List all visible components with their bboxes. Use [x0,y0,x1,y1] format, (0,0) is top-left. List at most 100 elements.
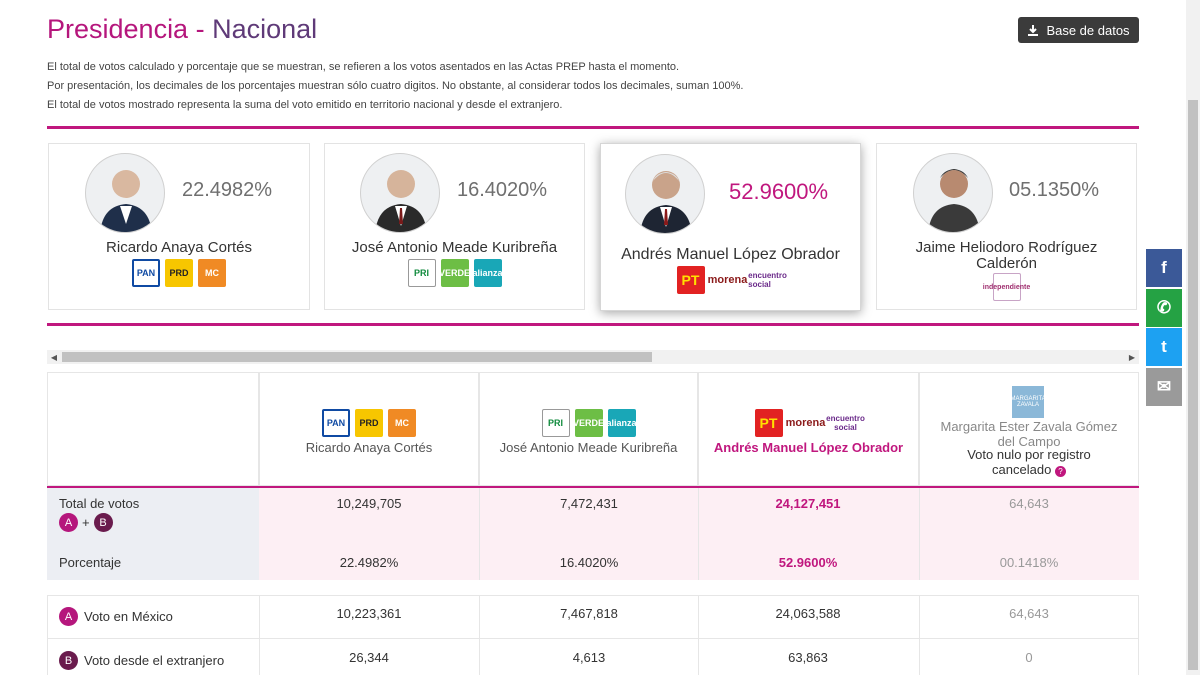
title-separator: - [188,14,213,44]
mexico-vote-value: 10,223,361 [336,606,402,621]
candidate-card-winner[interactable]: 52.9600% Andrés Manuel López Obrador PT … [600,143,861,311]
party-logo-pan: PAN [132,259,160,287]
candidate-percent: 22.4982% [182,179,273,201]
party-logos: PAN PRD MC [260,409,478,437]
help-icon[interactable]: ? [1054,466,1066,477]
party-logos: independiente [877,273,1136,301]
mexico-vote-label: A Voto en México [59,607,173,626]
party-logo-mc: MC [198,259,226,287]
table-header-candidate: PRI VERDE alianza José Antonio Meade Kur… [479,372,698,486]
whatsapp-share-button[interactable]: ✆ [1146,289,1182,327]
candidate-percent: 52.9600% [729,179,829,204]
party-logos: PRI VERDE alianza [480,409,697,437]
mexico-vote-value: 24,063,588 [775,606,841,621]
total-votes-value: 24,127,451 [775,496,841,511]
table-row [47,595,1139,639]
candidate-photo [85,153,165,233]
table-row [47,639,1139,675]
facebook-icon: f [1161,258,1167,277]
abroad-vote-value: 63,863 [788,650,828,665]
tag-a: A [59,607,78,626]
cards-divider [47,323,1139,326]
party-logos: PAN PRD MC [49,259,309,287]
table-header-cancelled: MARGARITA ZAVALA Margarita Ester Zavala … [919,372,1139,486]
party-logos: PRI VERDE alianza [325,259,584,287]
candidate-photo [625,154,705,234]
candidate-name: Jaime Heliodoro Rodríguez Calderón [915,239,1098,272]
mexico-vote-value: 7,467,818 [560,606,618,621]
tag-b: B [93,513,113,532]
party-logo-prd: PRD [355,409,383,437]
party-logo-encuentro-social: encuentro social [826,414,865,432]
cancelled-registration-text: Voto nulo por registro cancelado [967,447,1091,477]
party-logos: PT morena encuentro social [601,266,860,294]
divider [698,595,699,675]
percent-value: 16.4020% [559,555,619,570]
abroad-vote-text: Voto desde el extranjero [84,653,225,668]
candidate-name: Andrés Manuel López Obrador [621,246,840,263]
party-logo-morena: morena [785,417,826,429]
page-title: Presidencia - Nacional [47,14,317,45]
mexico-vote-value: 64,643 [1009,606,1049,621]
candidate-card[interactable]: 22.4982% Ricardo Anaya Cortés PAN PRD MC [48,143,310,310]
total-votes-value: 7,472,431 [560,496,618,511]
party-logos: PT morena encuentro social [699,409,918,437]
independent-logo: independiente [983,273,1030,301]
column-candidate-name: Margarita Ester Zavala Gómez del Campo [940,419,1118,449]
candidate-photo [360,153,440,233]
note-line: El total de votos calculado y porcentaje… [47,61,680,73]
divider [919,488,920,580]
party-logo-pt: PT [676,266,705,294]
abroad-vote-value: 26,344 [349,650,389,665]
summary-label-cell [47,488,259,580]
percent-label: Porcentaje [59,555,122,570]
scroll-left-icon[interactable]: ◀ [50,352,58,362]
party-logo-mc: MC [388,409,416,437]
party-logo-encuentro-social: encuentro social [748,271,787,289]
candidate-name: José Antonio Meade Kuribreña [351,239,558,256]
notes: El total de votos calculado y porcentaje… [47,58,1137,115]
scroll-right-icon[interactable]: ▶ [1128,352,1136,362]
cancelled-registration-label: Voto nulo por registro cancelado ? [920,447,1138,477]
party-logo-alianza: alianza [607,409,637,437]
horizontal-scrollbar[interactable]: ◀ ▶ [47,350,1139,364]
candidate-percent: 16.4020% [457,179,548,201]
party-logo-pt: PT [754,409,783,437]
plus-sign: + [82,515,90,530]
twitter-icon: t [1161,337,1167,356]
whatsapp-icon: ✆ [1156,298,1172,317]
email-share-button[interactable]: ✉ [1146,368,1182,406]
top-divider [47,126,1139,129]
total-votes-formula: A + B [59,513,113,532]
divider [919,595,920,675]
candidate-card[interactable]: 16.4020% José Antonio Meade Kuribreña PR… [324,143,585,310]
party-logo-alianza: alianza [473,259,503,287]
party-logo-verde: VERDE [439,259,470,287]
divider [259,595,260,675]
tag-b: B [59,651,78,670]
title-subtitle: Nacional [212,14,318,44]
divider [479,595,480,675]
download-icon [1028,25,1039,36]
title-main: Presidencia [47,14,189,44]
scrollbar-thumb[interactable] [1188,100,1198,670]
email-icon: ✉ [1156,377,1172,396]
candidate-name: Ricardo Anaya Cortés [106,239,252,256]
percent-value: 52.9600% [778,555,838,570]
scrollbar-thumb[interactable] [62,352,652,362]
facebook-share-button[interactable]: f [1146,249,1182,287]
column-candidate-name: José Antonio Meade Kuribreña [499,440,678,455]
database-download-button[interactable]: Base de datos [1018,17,1139,43]
abroad-vote-value: 4,613 [572,650,606,665]
note-line: El total de votos mostrado representa la… [47,99,563,111]
divider [698,488,699,580]
party-logo-morena: morena [707,274,748,286]
twitter-share-button[interactable]: t [1146,328,1182,366]
party-logo-pri: PRI [541,409,570,437]
vertical-scrollbar[interactable] [1186,0,1200,675]
candidate-photo [913,153,993,233]
tag-a: A [59,513,78,532]
candidate-card[interactable]: 05.1350% Jaime Heliodoro Rodríguez Calde… [876,143,1137,310]
party-logo-verde: VERDE [573,409,604,437]
party-logo-pri: PRI [407,259,436,287]
